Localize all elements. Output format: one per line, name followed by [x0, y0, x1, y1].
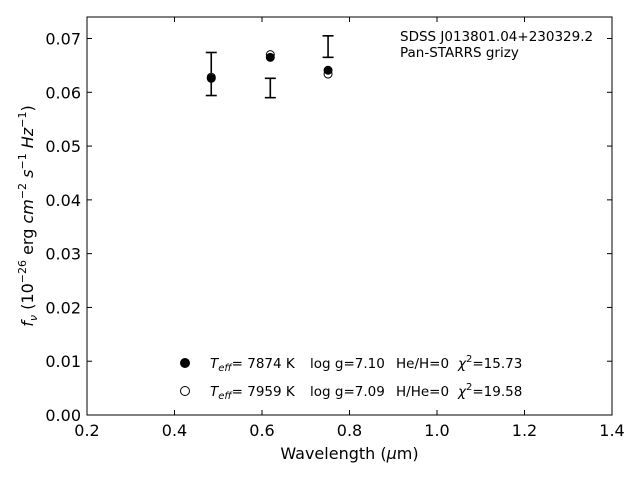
x-axis-label: Wavelength (μm)	[280, 444, 418, 463]
legend-2-chi-sup: 2	[466, 382, 472, 393]
legend-marker-filled	[180, 358, 190, 368]
legend-1-teff-sub: eff	[218, 363, 233, 374]
legend-2-teff-value: = 7959 K	[232, 384, 296, 400]
y-tick-label: 0.05	[45, 137, 81, 156]
annotation-object-name: SDSS J013801.04+230329.2	[400, 29, 593, 45]
legend-2-comp: H/He=0	[396, 384, 449, 400]
x-tick-label: 0.4	[162, 421, 187, 440]
legend-entry-2: Teff= 7959 K log g=7.09 H/He=0 χ2=19.58	[180, 382, 522, 402]
plot-marks	[205, 35, 334, 99]
legend-1-logg: log g=7.10	[310, 356, 385, 372]
legend-1-chi-value: =15.73	[472, 356, 522, 372]
axis-ticks: 0.2 0.4 0.6 0.8 1.0 1.2 1.4 0.00 0.01 0.02 0.03 0.0…	[45, 17, 625, 440]
x-tick-label: 1.4	[599, 421, 624, 440]
legend-text-2: Teff= 7959 K log g=7.09 H/He=0 χ2=19.58	[210, 382, 522, 402]
legend-2-teff-sub: eff	[218, 391, 233, 402]
error-bar	[322, 35, 334, 59]
legend-2-teff-label: T	[210, 384, 220, 400]
legend-1-teff-label: T	[210, 356, 220, 372]
y-tick-label: 0.06	[45, 83, 81, 102]
x-tick-label: 0.2	[74, 421, 99, 440]
y-tick-label: 0.03	[45, 245, 81, 264]
y-axis-label: fν (10−26 erg cm−2 s−1 Hz−1)	[16, 105, 40, 326]
legend-2-chi-value: =19.58	[472, 384, 522, 400]
legend-1-teff-value: = 7874 K	[232, 356, 296, 372]
y-tick-label: 0.07	[45, 30, 81, 49]
legend-1-chi-sup: 2	[466, 354, 472, 365]
legend-entry-1: Teff= 7874 K log g=7.10 He/H=0 χ2=15.73	[180, 354, 522, 374]
x-tick-label: 1.2	[512, 421, 537, 440]
model-point-filled	[323, 65, 333, 75]
legend-text-1: Teff= 7874 K log g=7.10 He/H=0 χ2=15.73	[210, 354, 522, 374]
x-tick-label: 1.0	[424, 421, 449, 440]
error-bar	[264, 77, 276, 99]
model-point-filled	[265, 52, 275, 62]
y-tick-label: 0.01	[45, 352, 81, 371]
legend-1-chi: χ	[457, 356, 467, 372]
x-tick-label: 0.8	[337, 421, 362, 440]
legend-2-chi: χ	[457, 384, 467, 400]
legend-1-comp: He/H=0	[396, 356, 449, 372]
legend-2-logg: log g=7.09	[310, 384, 385, 400]
y-tick-label: 0.02	[45, 298, 81, 317]
model-point-filled	[206, 73, 216, 83]
y-tick-label: 0.00	[45, 406, 81, 425]
x-tick-label: 0.6	[249, 421, 274, 440]
legend-marker-open	[180, 386, 190, 396]
y-tick-label: 0.04	[45, 191, 81, 210]
annotation-survey: Pan-STARRS grizy	[400, 45, 519, 61]
